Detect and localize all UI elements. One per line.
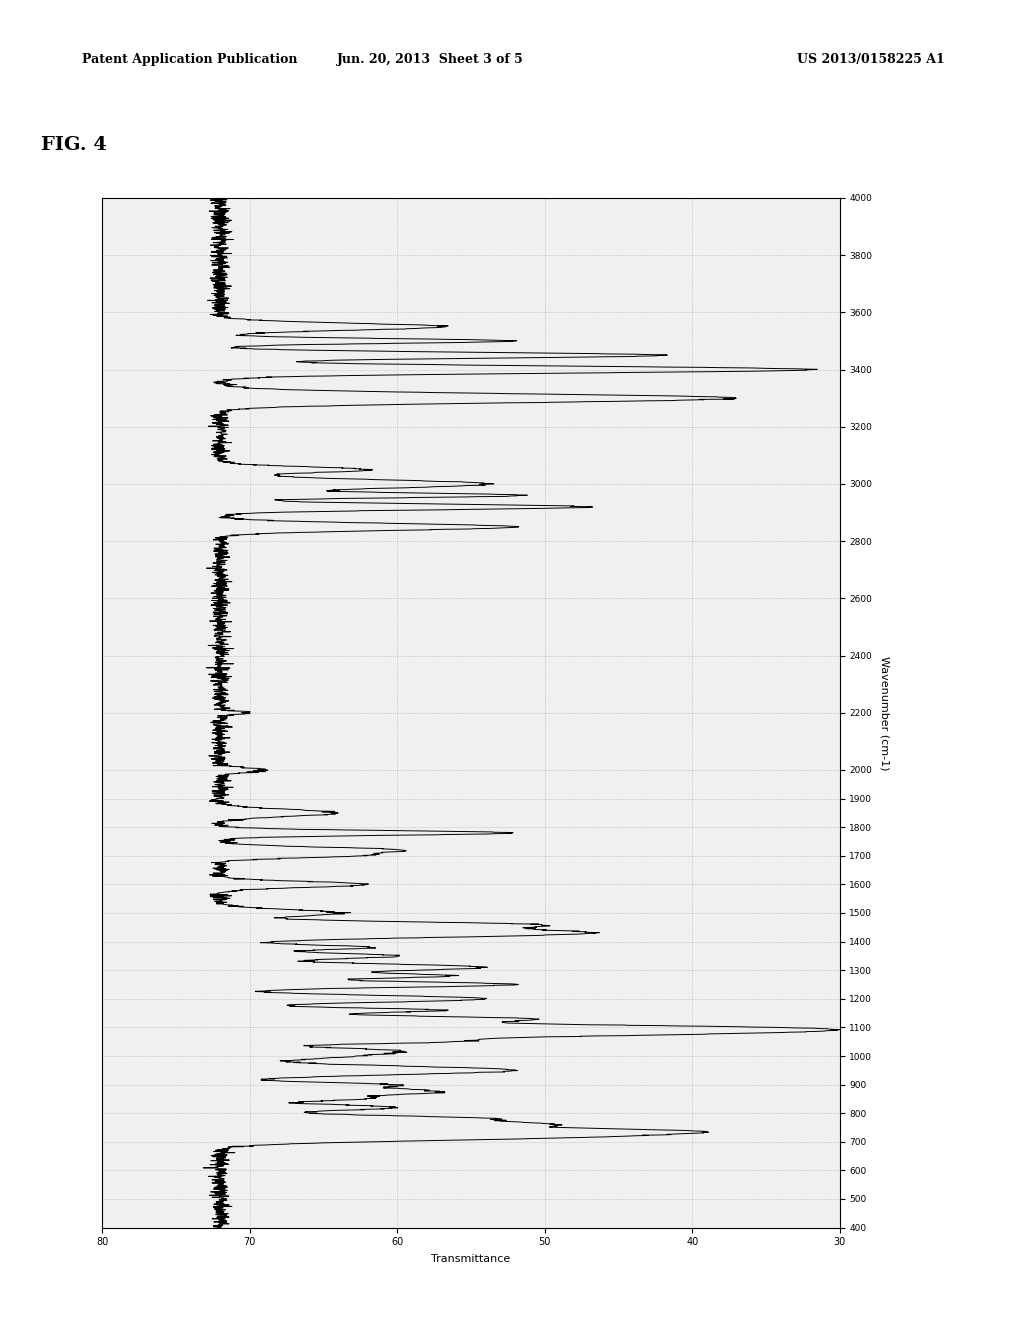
Text: Patent Application Publication: Patent Application Publication <box>82 53 297 66</box>
X-axis label: Transmittance: Transmittance <box>431 1254 511 1265</box>
Y-axis label: Wavenumber (cm-1): Wavenumber (cm-1) <box>879 656 889 770</box>
Text: FIG. 4: FIG. 4 <box>41 136 106 154</box>
Text: US 2013/0158225 A1: US 2013/0158225 A1 <box>797 53 944 66</box>
Text: Jun. 20, 2013  Sheet 3 of 5: Jun. 20, 2013 Sheet 3 of 5 <box>337 53 523 66</box>
